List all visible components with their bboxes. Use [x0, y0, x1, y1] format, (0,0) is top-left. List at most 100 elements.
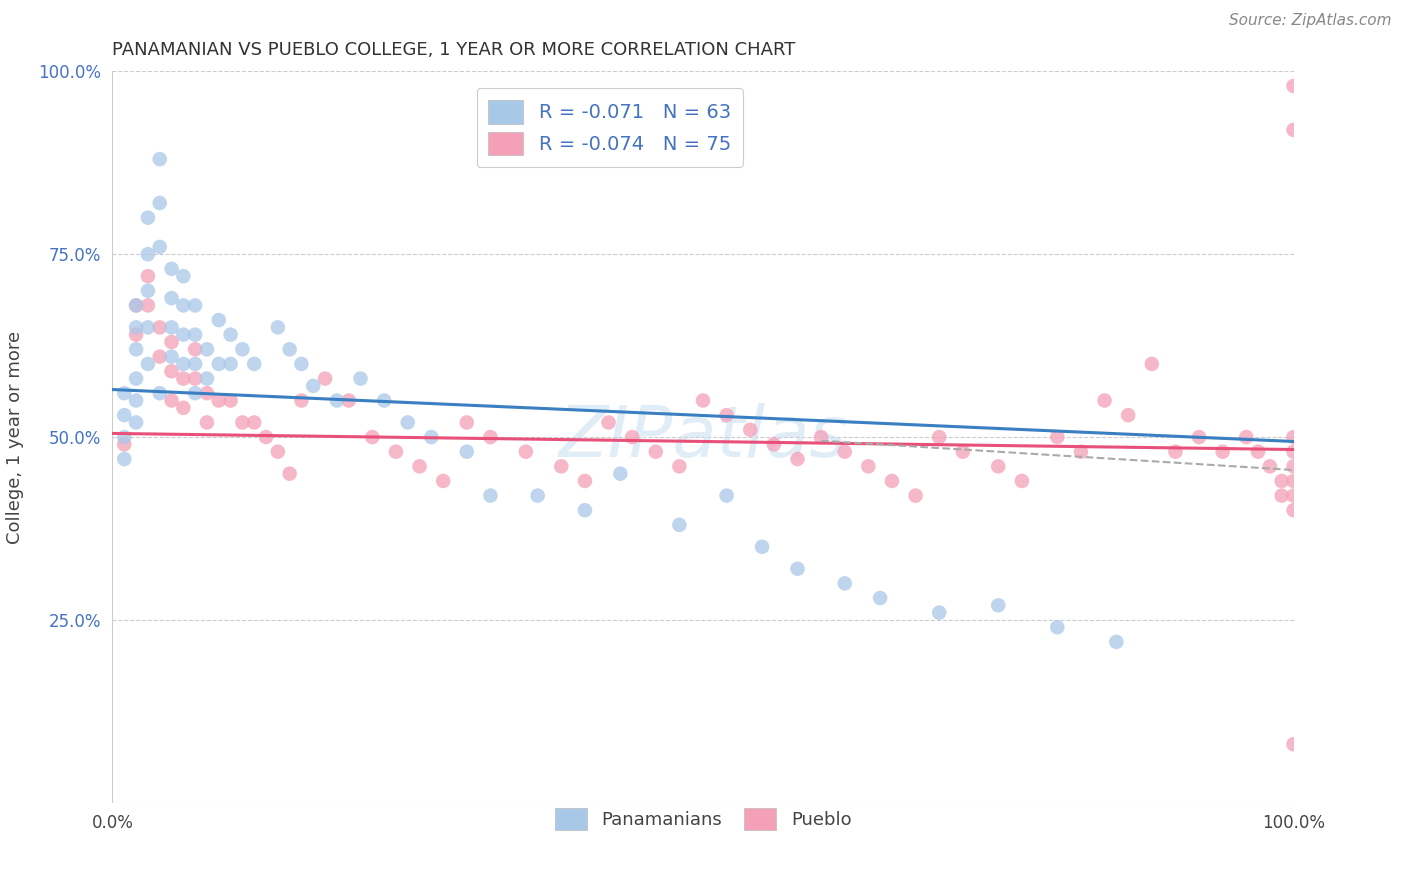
Point — [456, 416, 478, 430]
Point — [149, 320, 172, 334]
Point — [1070, 444, 1092, 458]
Point — [644, 444, 666, 458]
Point — [290, 357, 312, 371]
Point — [172, 357, 194, 371]
Point — [1094, 393, 1116, 408]
Point — [1282, 474, 1305, 488]
Point — [834, 576, 856, 591]
Point — [125, 371, 148, 385]
Point — [1282, 459, 1305, 474]
Point — [125, 393, 148, 408]
Point — [396, 416, 419, 430]
Point — [136, 211, 159, 225]
Point — [125, 327, 148, 342]
Point — [479, 489, 502, 503]
Point — [314, 371, 336, 385]
Point — [810, 430, 832, 444]
Point — [668, 459, 690, 474]
Point — [928, 606, 950, 620]
Point — [219, 327, 242, 342]
Point — [834, 444, 856, 458]
Point — [456, 444, 478, 458]
Point — [550, 459, 572, 474]
Point — [172, 269, 194, 284]
Point — [716, 489, 738, 503]
Point — [267, 320, 290, 334]
Point — [692, 393, 714, 408]
Point — [172, 327, 194, 342]
Point — [762, 437, 785, 451]
Point — [904, 489, 927, 503]
Point — [231, 416, 253, 430]
Point — [184, 371, 207, 385]
Point — [219, 393, 242, 408]
Point — [1247, 444, 1270, 458]
Y-axis label: College, 1 year or more: College, 1 year or more — [7, 331, 24, 543]
Point — [231, 343, 253, 357]
Point — [668, 517, 690, 532]
Point — [184, 327, 207, 342]
Point — [290, 393, 312, 408]
Point — [786, 562, 808, 576]
Text: Source: ZipAtlas.com: Source: ZipAtlas.com — [1229, 13, 1392, 29]
Point — [149, 196, 172, 211]
Point — [621, 430, 644, 444]
Point — [149, 152, 172, 166]
Point — [125, 416, 148, 430]
Point — [337, 393, 360, 408]
Point — [1140, 357, 1163, 371]
Point — [1011, 474, 1033, 488]
Point — [1271, 489, 1294, 503]
Point — [880, 474, 903, 488]
Point — [987, 599, 1010, 613]
Point — [112, 408, 135, 422]
Point — [172, 298, 194, 312]
Point — [1282, 430, 1305, 444]
Point — [1258, 459, 1281, 474]
Text: ZIPatlas: ZIPatlas — [558, 402, 848, 472]
Point — [526, 489, 548, 503]
Point — [1271, 474, 1294, 488]
Point — [125, 298, 148, 312]
Point — [786, 452, 808, 467]
Point — [184, 357, 207, 371]
Point — [125, 320, 148, 334]
Point — [184, 343, 207, 357]
Point — [136, 284, 159, 298]
Point — [160, 261, 183, 276]
Point — [1188, 430, 1211, 444]
Point — [1234, 430, 1257, 444]
Point — [751, 540, 773, 554]
Point — [987, 459, 1010, 474]
Point — [574, 503, 596, 517]
Point — [574, 474, 596, 488]
Point — [408, 459, 430, 474]
Point — [243, 416, 266, 430]
Point — [136, 320, 159, 334]
Point — [267, 444, 290, 458]
Point — [160, 291, 183, 305]
Point — [302, 379, 325, 393]
Point — [515, 444, 537, 458]
Point — [160, 364, 183, 378]
Point — [1282, 444, 1305, 458]
Text: PANAMANIAN VS PUEBLO COLLEGE, 1 YEAR OR MORE CORRELATION CHART: PANAMANIAN VS PUEBLO COLLEGE, 1 YEAR OR … — [112, 41, 796, 59]
Point — [432, 474, 454, 488]
Point — [160, 350, 183, 364]
Point — [136, 357, 159, 371]
Point — [326, 393, 349, 408]
Point — [195, 416, 218, 430]
Point — [1282, 503, 1305, 517]
Point — [1282, 78, 1305, 93]
Point — [858, 459, 880, 474]
Point — [184, 386, 207, 401]
Point — [149, 240, 172, 254]
Point — [243, 357, 266, 371]
Point — [219, 357, 242, 371]
Point — [136, 298, 159, 312]
Point — [112, 437, 135, 451]
Point — [1164, 444, 1187, 458]
Point — [1046, 430, 1069, 444]
Point — [195, 371, 218, 385]
Point — [208, 393, 231, 408]
